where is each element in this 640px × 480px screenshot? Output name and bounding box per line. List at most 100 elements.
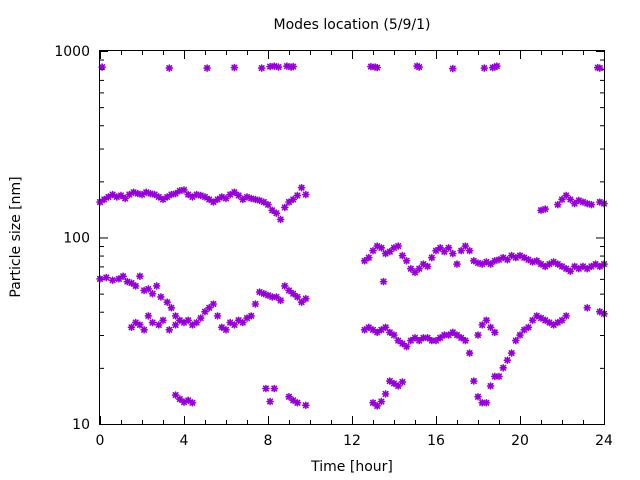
data-point-stroke bbox=[416, 337, 423, 344]
data-point-stroke bbox=[159, 317, 167, 324]
data-point-stroke bbox=[231, 64, 238, 71]
data-point-stroke bbox=[256, 197, 263, 204]
data-point bbox=[566, 267, 575, 275]
data-point-stroke bbox=[584, 265, 591, 272]
data-point-stroke bbox=[262, 385, 269, 392]
y-tick-label: 1000 bbox=[54, 44, 90, 60]
data-point-stroke bbox=[189, 193, 196, 200]
y-tick-label: 10 bbox=[72, 417, 90, 433]
data-point-stroke bbox=[252, 300, 259, 308]
data-point-stroke bbox=[128, 279, 135, 287]
data-point-stroke bbox=[369, 399, 377, 406]
data-point-stroke bbox=[500, 364, 507, 371]
data-point-stroke bbox=[474, 331, 482, 339]
data-point-stroke bbox=[180, 186, 188, 193]
data-point-stroke bbox=[516, 252, 524, 259]
data-point-stroke bbox=[294, 293, 301, 300]
data-point bbox=[369, 398, 377, 407]
data-point bbox=[180, 186, 188, 194]
data-point-stroke bbox=[239, 319, 246, 326]
data-point bbox=[197, 314, 205, 322]
data-point bbox=[293, 191, 302, 200]
data-point-stroke bbox=[269, 207, 276, 214]
data-point-stroke bbox=[243, 193, 251, 200]
data-point bbox=[448, 64, 457, 73]
data-point-stroke bbox=[264, 292, 272, 299]
data-point bbox=[289, 62, 298, 71]
data-point bbox=[157, 293, 165, 301]
data-point bbox=[394, 382, 403, 390]
data-point-stroke bbox=[374, 329, 381, 336]
data-point-stroke bbox=[151, 191, 158, 198]
data-point-stroke bbox=[437, 334, 444, 341]
data-point-stroke bbox=[420, 261, 427, 268]
data-point-stroke bbox=[525, 256, 532, 263]
data-point-stroke bbox=[432, 337, 440, 344]
data-point bbox=[474, 331, 482, 339]
y-axis-label: Particle size [nm] bbox=[8, 176, 24, 297]
data-point-stroke bbox=[197, 192, 204, 199]
data-point-stroke bbox=[185, 317, 192, 324]
data-point-stroke bbox=[277, 297, 284, 304]
data-point-stroke bbox=[166, 326, 173, 333]
data-point bbox=[264, 200, 272, 209]
data-point bbox=[155, 193, 163, 201]
data-point bbox=[398, 339, 407, 348]
data-point-stroke bbox=[164, 193, 171, 200]
data-point bbox=[402, 342, 411, 351]
data-point-stroke bbox=[285, 393, 293, 400]
data-point bbox=[203, 64, 211, 72]
data-point bbox=[574, 264, 583, 273]
data-point bbox=[144, 312, 153, 320]
data-point-stroke bbox=[479, 399, 486, 406]
data-point bbox=[558, 195, 566, 204]
data-point-stroke bbox=[264, 201, 272, 208]
data-point-stroke bbox=[105, 193, 112, 200]
data-point-stroke bbox=[141, 326, 148, 333]
data-point-stroke bbox=[138, 191, 146, 198]
data-point-stroke bbox=[155, 193, 162, 200]
data-point-stroke bbox=[193, 319, 200, 326]
data-point bbox=[415, 264, 424, 273]
data-point bbox=[583, 303, 592, 312]
data-point bbox=[402, 257, 411, 265]
data-point bbox=[480, 64, 489, 72]
data-point-stroke bbox=[115, 275, 122, 282]
data-point-stroke bbox=[579, 198, 587, 206]
data-point bbox=[427, 253, 436, 262]
data-point-stroke bbox=[273, 210, 280, 217]
data-point-stroke bbox=[495, 373, 503, 380]
data-point bbox=[427, 336, 436, 345]
data-point-stroke bbox=[290, 63, 297, 70]
data-point bbox=[553, 200, 562, 209]
data-point-stroke bbox=[132, 319, 139, 326]
data-point-stroke bbox=[214, 312, 221, 319]
x-tick-label: 24 bbox=[595, 433, 613, 449]
data-point bbox=[457, 246, 466, 255]
data-point-stroke bbox=[403, 343, 410, 350]
data-point bbox=[108, 190, 117, 199]
data-point bbox=[293, 398, 302, 407]
data-point-stroke bbox=[164, 299, 171, 306]
data-point-stroke bbox=[365, 324, 372, 331]
data-point-stroke bbox=[369, 247, 377, 254]
data-point-stroke bbox=[172, 391, 179, 399]
data-point-stroke bbox=[290, 397, 297, 404]
data-point bbox=[377, 244, 386, 252]
data-point-stroke bbox=[487, 382, 494, 389]
data-point-stroke bbox=[407, 337, 414, 344]
data-point-stroke bbox=[227, 319, 234, 326]
data-point-stroke bbox=[222, 326, 230, 333]
data-point bbox=[108, 276, 117, 285]
data-point-stroke bbox=[483, 399, 490, 406]
data-point-stroke bbox=[466, 350, 473, 357]
data-point bbox=[364, 253, 373, 262]
data-point bbox=[301, 294, 310, 303]
data-point-stroke bbox=[185, 397, 192, 404]
data-point-stroke bbox=[285, 287, 293, 294]
data-point bbox=[562, 264, 571, 273]
data-point bbox=[270, 384, 279, 393]
data-point-stroke bbox=[567, 196, 574, 203]
x-tick-label: 20 bbox=[511, 433, 529, 449]
